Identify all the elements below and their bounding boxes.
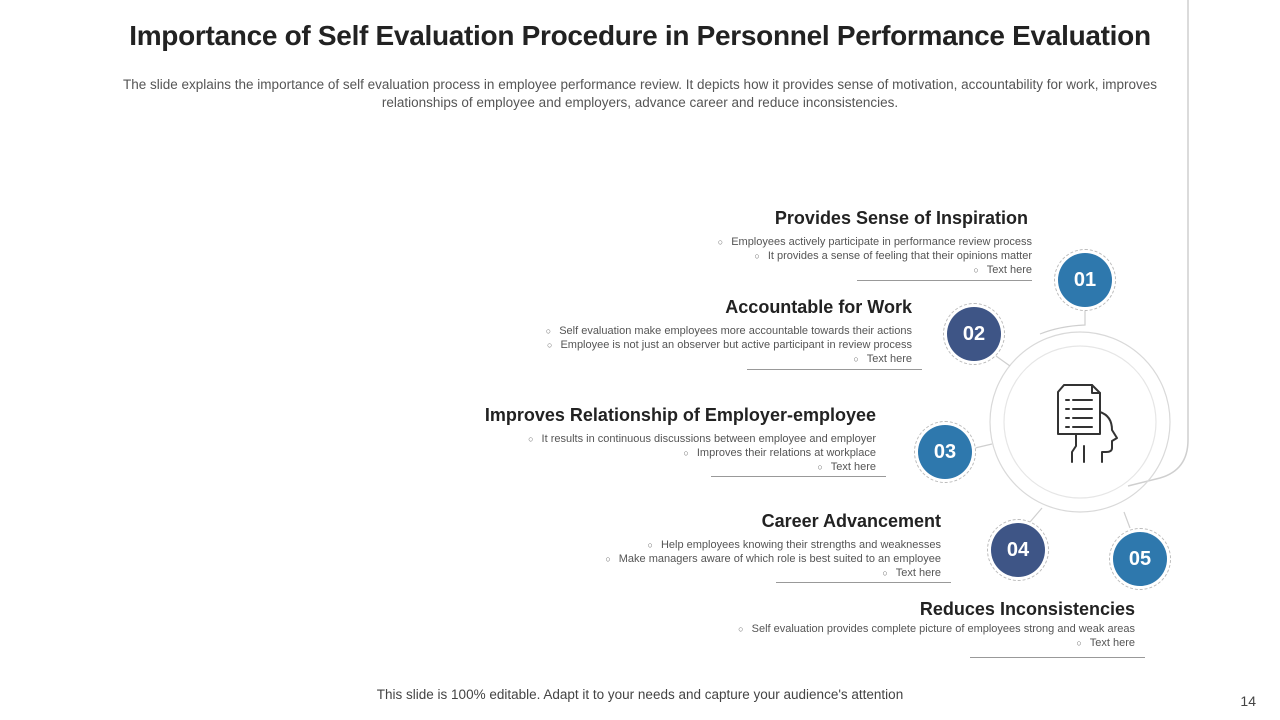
connector-03	[974, 443, 993, 449]
item-bullets: Self evaluation make employees more acco…	[546, 324, 912, 366]
slide-title: Importance of Self Evaluation Procedure …	[129, 20, 1151, 51]
connector-01	[1039, 310, 1086, 335]
bullet: Text here	[546, 352, 912, 366]
bullet: Text here	[605, 566, 941, 580]
bullet: Text here	[738, 636, 1135, 650]
page-number: 14	[1240, 693, 1256, 709]
item-heading: Career Advancement	[761, 511, 941, 531]
slide-subtitle: The slide explains the importance of sel…	[122, 77, 1157, 110]
item-bullets: Help employees knowing their strengths a…	[605, 538, 941, 580]
item-divider	[747, 369, 922, 370]
number-badge-04: 04	[991, 523, 1045, 577]
item-heading: Accountable for Work	[725, 297, 912, 317]
bullet: Employee is not just an observer but act…	[546, 338, 912, 352]
item-01: Provides Sense of Inspiration Employees …	[718, 208, 1032, 281]
bullet: Make managers aware of which role is bes…	[605, 552, 941, 566]
item-heading: Improves Relationship of Employer-employ…	[484, 405, 876, 425]
item-bullets: It results in continuous discussions bet…	[485, 432, 876, 474]
item-bullets: Employees actively participate in perfor…	[718, 235, 1032, 277]
bullet: It results in continuous discussions bet…	[485, 432, 876, 446]
item-divider	[970, 657, 1145, 658]
bullet: It provides a sense of feeling that thei…	[718, 249, 1032, 263]
connector-02	[995, 355, 1011, 367]
number-badge-05: 05	[1113, 532, 1167, 586]
item-04: Career Advancement Help employees knowin…	[605, 511, 951, 583]
connector-04	[1029, 507, 1043, 523]
bullet: Self evaluation make employees more acco…	[546, 324, 912, 338]
item-heading: Reduces Inconsistencies	[919, 599, 1135, 619]
number-badge-02: 02	[947, 307, 1001, 361]
item-heading: Provides Sense of Inspiration	[774, 208, 1028, 228]
number-badge-03: 03	[918, 425, 972, 479]
hub-inner-ring	[1003, 345, 1157, 499]
number-badge-01: 01	[1058, 253, 1112, 307]
item-divider	[776, 582, 951, 583]
bullet: Improves their relations at workplace	[485, 446, 876, 460]
frame-line	[1127, 0, 1189, 487]
item-divider	[857, 280, 1032, 281]
item-02: Accountable for Work Self evaluation mak…	[546, 297, 922, 370]
item-03: Improves Relationship of Employer-employ…	[484, 405, 886, 477]
slide-footer: This slide is 100% editable. Adapt it to…	[376, 687, 904, 702]
connector-05	[1123, 511, 1131, 529]
item-bullets: Self evaluation provides complete pictur…	[738, 622, 1135, 650]
bullet: Help employees knowing their strengths a…	[605, 538, 941, 552]
item-divider	[711, 476, 886, 477]
item-05: Reduces Inconsistencies Self evaluation …	[738, 599, 1145, 658]
document-head-icon	[1057, 384, 1118, 463]
bullet: Self evaluation provides complete pictur…	[738, 622, 1135, 636]
bullet: Text here	[718, 263, 1032, 277]
bullet: Text here	[485, 460, 876, 474]
bullet: Employees actively participate in perfor…	[718, 235, 1032, 249]
hub-outer-ring	[989, 331, 1171, 513]
